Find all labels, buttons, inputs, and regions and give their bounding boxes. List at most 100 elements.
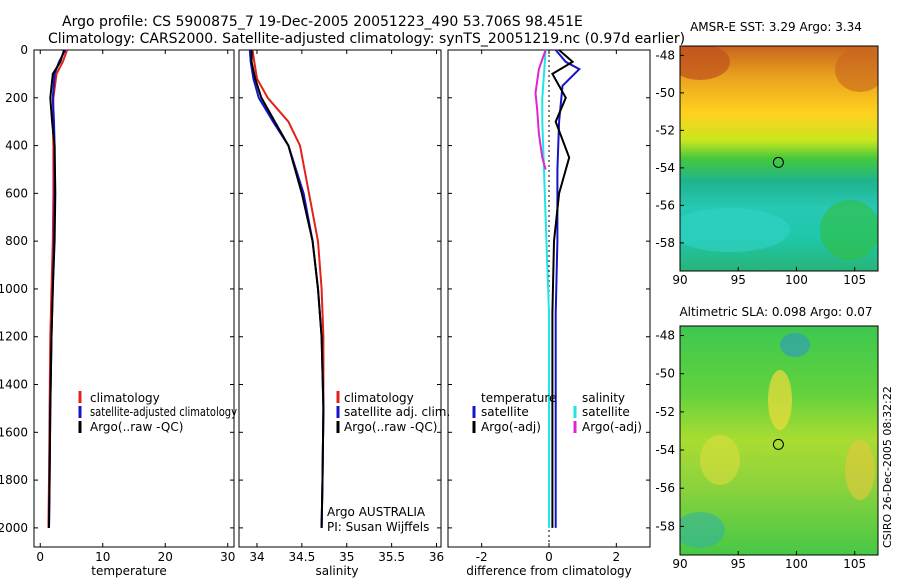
sla-map-axes: 90 95 100 105 -48 -50 -52 -54 -56 -58 — [655, 329, 866, 571]
difference-panel: -2 0 2 difference from climatology tempera… — [447, 49, 651, 578]
series-line — [250, 50, 325, 528]
pi-annotation: PI: Susan Wijffels — [327, 520, 429, 534]
lat-tick-label: -54 — [655, 443, 675, 457]
difference-xlabel: difference from climatology — [466, 564, 632, 578]
salinity-xlabel: salinity — [315, 564, 358, 578]
header-line-1: Argo profile: CS 5900875_7 19-Dec-2005 2… — [62, 14, 583, 30]
depth-tick-label: 1400 — [0, 378, 28, 392]
salinity-legend: climatology satellite adj. clim. Argo(..… — [336, 391, 450, 434]
sst-map-axes: 90 95 100 105 -48 -50 -52 -54 -56 -58 — [655, 48, 866, 287]
legend-label-sal-satellite: satellite — [582, 405, 630, 419]
lat-tick-label: -48 — [655, 48, 675, 62]
depth-tick-label: 2000 — [0, 521, 28, 535]
legend-label-satellite: satellite adj. clim. — [344, 405, 450, 419]
series-line — [541, 49, 550, 528]
x-tick-label: 36 — [429, 550, 444, 564]
lat-tick-label: -54 — [655, 161, 675, 175]
series-line — [534, 49, 547, 170]
lon-tick-label: 90 — [672, 273, 687, 287]
temperature-xlabel: temperature — [91, 564, 166, 578]
x-tick-label: 35.5 — [378, 550, 405, 564]
lon-tick-label: 105 — [843, 273, 866, 287]
x-tick-label: 34.5 — [288, 550, 315, 564]
salinity-y-ticks — [239, 49, 441, 529]
temperature-x-axis: 0 10 20 30 — [36, 50, 235, 564]
lat-tick-label: -50 — [655, 367, 675, 381]
lon-tick-label: 95 — [731, 557, 746, 571]
series-line — [48, 49, 65, 528]
x-tick-label: 2 — [613, 550, 621, 564]
series-line — [551, 49, 575, 528]
argo-float-marker — [772, 438, 784, 450]
depth-tick-label: 800 — [5, 234, 28, 248]
depth-tick-label: 1200 — [0, 330, 28, 344]
legend-label-satellite: satellite-adjusted climatology — [90, 405, 237, 419]
lat-tick-label: -48 — [655, 329, 675, 343]
series-line — [248, 49, 325, 528]
legend-label-argo: Argo(..raw -QC) — [90, 420, 183, 434]
sst-warm-patch — [835, 48, 878, 92]
depth-tick-label: 1600 — [0, 425, 28, 439]
temperature-panel: 0 200 400 600 800 1000 1200 1400 1600 1800 2000 0 1… — [0, 43, 237, 578]
depth-tick-label: 200 — [5, 91, 28, 105]
depth-tick-label: 0 — [20, 43, 28, 57]
legend-heading-salinity: salinity — [582, 391, 625, 405]
depth-tick-label: 1800 — [0, 473, 28, 487]
x-tick-label: 0 — [36, 550, 44, 564]
salinity-axes-frame — [238, 49, 442, 548]
lon-tick-label: 100 — [785, 273, 808, 287]
lat-tick-label: -56 — [655, 481, 675, 495]
float-owner-annotation: Argo AUSTRALIA — [327, 505, 426, 519]
difference-y-ticks — [448, 49, 650, 529]
sla-high-patch — [768, 370, 792, 430]
sst-map-title: AMSR-E SST: 3.29 Argo: 3.34 — [690, 20, 862, 34]
temperature-series — [47, 49, 69, 528]
temperature-axes-frame — [33, 49, 235, 548]
sst-green-patch — [820, 200, 878, 260]
sla-low-patch — [680, 512, 725, 548]
lat-tick-label: -52 — [655, 123, 675, 137]
series-line — [554, 49, 581, 528]
sst-map-frame — [679, 45, 879, 272]
legend-label-argo: Argo(..raw -QC) — [344, 420, 437, 434]
argo-float-marker — [772, 156, 784, 168]
temperature-legend: climatology satellite-adjusted climatolo… — [78, 391, 237, 434]
depth-tick-label: 1000 — [0, 282, 28, 296]
difference-x-axis: -2 0 2 — [476, 50, 620, 564]
lon-tick-label: 95 — [731, 273, 746, 287]
lat-tick-label: -58 — [655, 236, 675, 250]
side-timestamp: CSIRO 26-Dec-2005 08:32:22 — [881, 386, 894, 548]
legend-label-climatology: climatology — [90, 391, 160, 405]
difference-legend: temperature satellite Argo(-adj) salinit… — [472, 391, 642, 434]
sla-low-patch — [780, 333, 810, 357]
sst-map-panel: AMSR-E SST: 3.29 Argo: 3.34 90 95 100 105 -4… — [655, 20, 879, 287]
salinity-x-axis: 34 34.5 35 35.5 36 — [249, 50, 444, 564]
legend-heading-temperature: temperature — [481, 391, 556, 405]
x-tick-label: -2 — [476, 550, 488, 564]
legend-label-climatology: climatology — [344, 391, 414, 405]
x-tick-label: 35 — [339, 550, 354, 564]
series-line — [251, 49, 325, 528]
header-line-2: Climatology: CARS2000. Satellite-adjuste… — [48, 31, 685, 47]
salinity-panel: 34 34.5 35 35.5 36 salinity climatology sate… — [238, 49, 450, 578]
sla-map-frame — [679, 325, 879, 556]
legend-label-sal-argo: Argo(-adj) — [582, 420, 642, 434]
lat-tick-label: -56 — [655, 198, 675, 212]
x-tick-label: 34 — [249, 550, 264, 564]
x-tick-label: 10 — [95, 550, 110, 564]
lon-tick-label: 90 — [672, 557, 687, 571]
lat-tick-label: -58 — [655, 519, 675, 533]
salinity-series — [248, 49, 325, 528]
lon-tick-label: 100 — [785, 557, 808, 571]
sla-map-panel: Altimetric SLA: 0.098 Argo: 0.07 90 95 100… — [655, 305, 879, 571]
depth-tick-label: 400 — [5, 139, 28, 153]
legend-label-temp-satellite: satellite — [481, 405, 529, 419]
x-tick-label: 20 — [158, 550, 173, 564]
sst-warm-patch — [680, 46, 730, 80]
sla-high-patch — [845, 440, 875, 500]
lat-tick-label: -50 — [655, 86, 675, 100]
sla-high-patch — [700, 435, 740, 485]
difference-series — [534, 49, 581, 528]
lon-tick-label: 105 — [843, 557, 866, 571]
